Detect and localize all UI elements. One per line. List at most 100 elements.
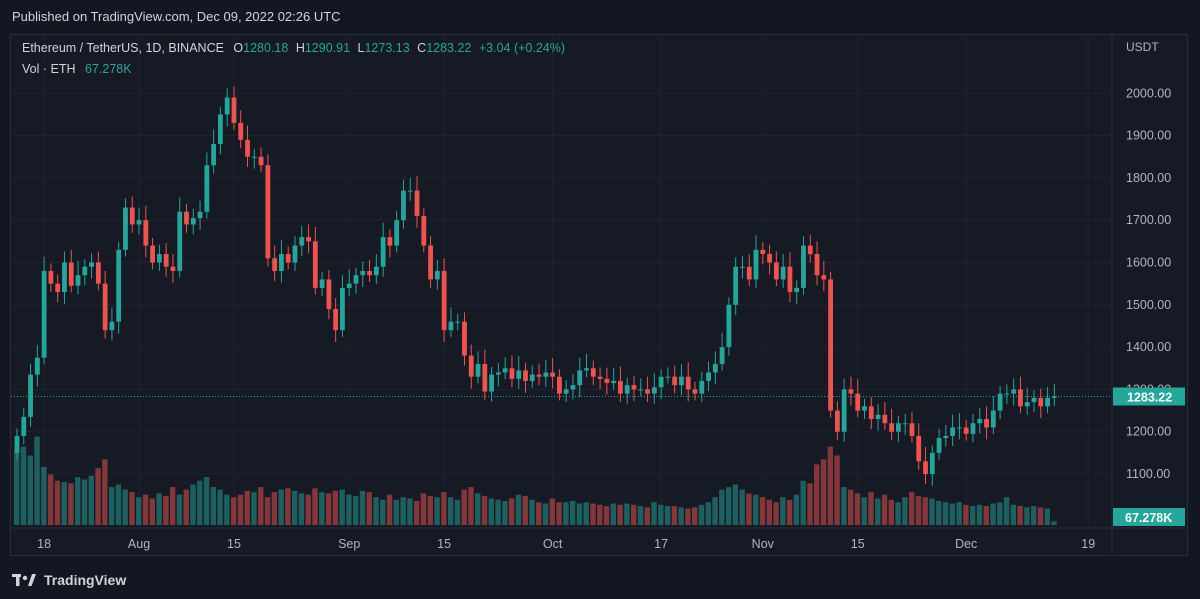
candle-body xyxy=(767,254,772,263)
tradingview-logo-icon xyxy=(12,574,36,586)
candle-body xyxy=(916,435,922,462)
volume-bar xyxy=(142,494,149,525)
candle-body xyxy=(841,389,847,432)
candle-body xyxy=(970,423,976,434)
x-tick-label: Aug xyxy=(128,537,150,551)
volume-bar xyxy=(149,498,155,525)
candle-body xyxy=(245,139,250,157)
volume-bar xyxy=(176,494,183,525)
volume-bar xyxy=(264,497,271,525)
tradingview-logo[interactable]: TradingView xyxy=(12,572,126,588)
volume-bar xyxy=(169,487,176,525)
volume-bar xyxy=(590,503,596,525)
candle-body xyxy=(550,372,556,377)
candle-body xyxy=(882,414,888,424)
volume-bar xyxy=(834,455,840,525)
volume-legend: Vol · ETH 67.278K xyxy=(22,62,132,76)
volume-bar xyxy=(386,494,393,525)
candle-body xyxy=(801,245,806,288)
candle-body xyxy=(190,218,196,225)
chart-panel[interactable] xyxy=(10,34,1188,556)
candle-body xyxy=(204,165,210,212)
volume-bar xyxy=(576,503,583,525)
volume-bar xyxy=(814,464,820,525)
candle-body xyxy=(468,355,474,377)
volume-bar xyxy=(732,484,739,525)
volume-bar xyxy=(549,498,556,525)
volume-bar xyxy=(698,504,705,525)
candle-body xyxy=(638,389,644,391)
candle-body xyxy=(977,419,983,424)
candle-body xyxy=(760,249,766,255)
volume-label[interactable]: Vol · ETH xyxy=(22,62,76,76)
volume-bar xyxy=(800,480,806,525)
volume-bar xyxy=(569,500,576,525)
volume-bar xyxy=(685,508,691,525)
volume-bar xyxy=(1031,506,1037,525)
candle-body xyxy=(448,321,454,331)
volume-bar xyxy=(54,480,61,525)
candle-body xyxy=(75,275,81,286)
candle-body xyxy=(48,270,54,284)
volume-bar xyxy=(61,482,67,525)
candle-body xyxy=(651,387,657,394)
last-volume-badge xyxy=(1113,508,1185,526)
volume-bar xyxy=(481,495,488,525)
candle-body xyxy=(1051,396,1057,398)
candle-body xyxy=(943,435,949,439)
volume-bar xyxy=(1024,507,1030,525)
volume-bar xyxy=(868,492,874,525)
candle-body xyxy=(780,266,786,280)
candle-body xyxy=(902,423,908,425)
y-tick-label: 1500.00 xyxy=(1126,298,1171,312)
candle-body xyxy=(868,406,874,420)
volume-bar xyxy=(827,446,833,525)
volume-bar xyxy=(942,502,949,525)
candle-body xyxy=(312,241,318,288)
symbol-title[interactable]: Ethereum / TetherUS, 1D, BINANCE xyxy=(22,41,224,55)
candle-body xyxy=(170,266,176,271)
volume-bar xyxy=(725,487,732,525)
candle-body xyxy=(807,245,813,255)
candle-body xyxy=(624,385,630,394)
volume-bar xyxy=(163,495,169,525)
candle-body xyxy=(502,368,508,373)
candle-body xyxy=(211,144,217,166)
volume-bar xyxy=(671,506,678,525)
volume-bar xyxy=(861,497,867,525)
candle-body xyxy=(753,249,759,280)
published-note: Published on TradingView.com, Dec 09, 20… xyxy=(12,9,341,24)
x-tick-label: Oct xyxy=(543,537,563,551)
candle-body xyxy=(665,376,671,378)
volume-bar xyxy=(651,502,657,525)
candle-body xyxy=(834,410,840,432)
candle-body xyxy=(367,270,372,276)
candle-body xyxy=(306,237,311,242)
candle-body xyxy=(156,254,162,263)
volume-bar xyxy=(583,502,589,525)
last-volume-label: 67.278K xyxy=(1125,511,1172,525)
top-bar: Published on TradingView.com, Dec 09, 20… xyxy=(0,0,1200,34)
candle-body xyxy=(794,287,800,293)
candle-body xyxy=(14,435,20,453)
volume-bar xyxy=(312,488,318,525)
price-chart[interactable]: 1100.001200.001300.001400.001500.001600.… xyxy=(0,0,1200,560)
candle-body xyxy=(699,380,705,394)
candle-body xyxy=(279,254,284,271)
x-tick-label: 18 xyxy=(37,537,51,551)
candle-body xyxy=(685,376,691,390)
candle-body xyxy=(265,165,271,259)
candle-body xyxy=(184,211,189,225)
volume-bar xyxy=(291,490,298,525)
volume-bar xyxy=(949,503,956,525)
candle-body xyxy=(855,393,861,411)
candle-body xyxy=(197,211,203,219)
candle-body xyxy=(719,347,725,365)
candle-body xyxy=(584,368,589,371)
candle-body xyxy=(116,249,122,322)
tradingview-brand: TradingView xyxy=(44,572,127,588)
candle-body xyxy=(136,220,142,225)
volume-bar xyxy=(136,497,142,525)
y-tick-label: 1200.00 xyxy=(1126,425,1171,439)
candle-body xyxy=(102,283,108,331)
